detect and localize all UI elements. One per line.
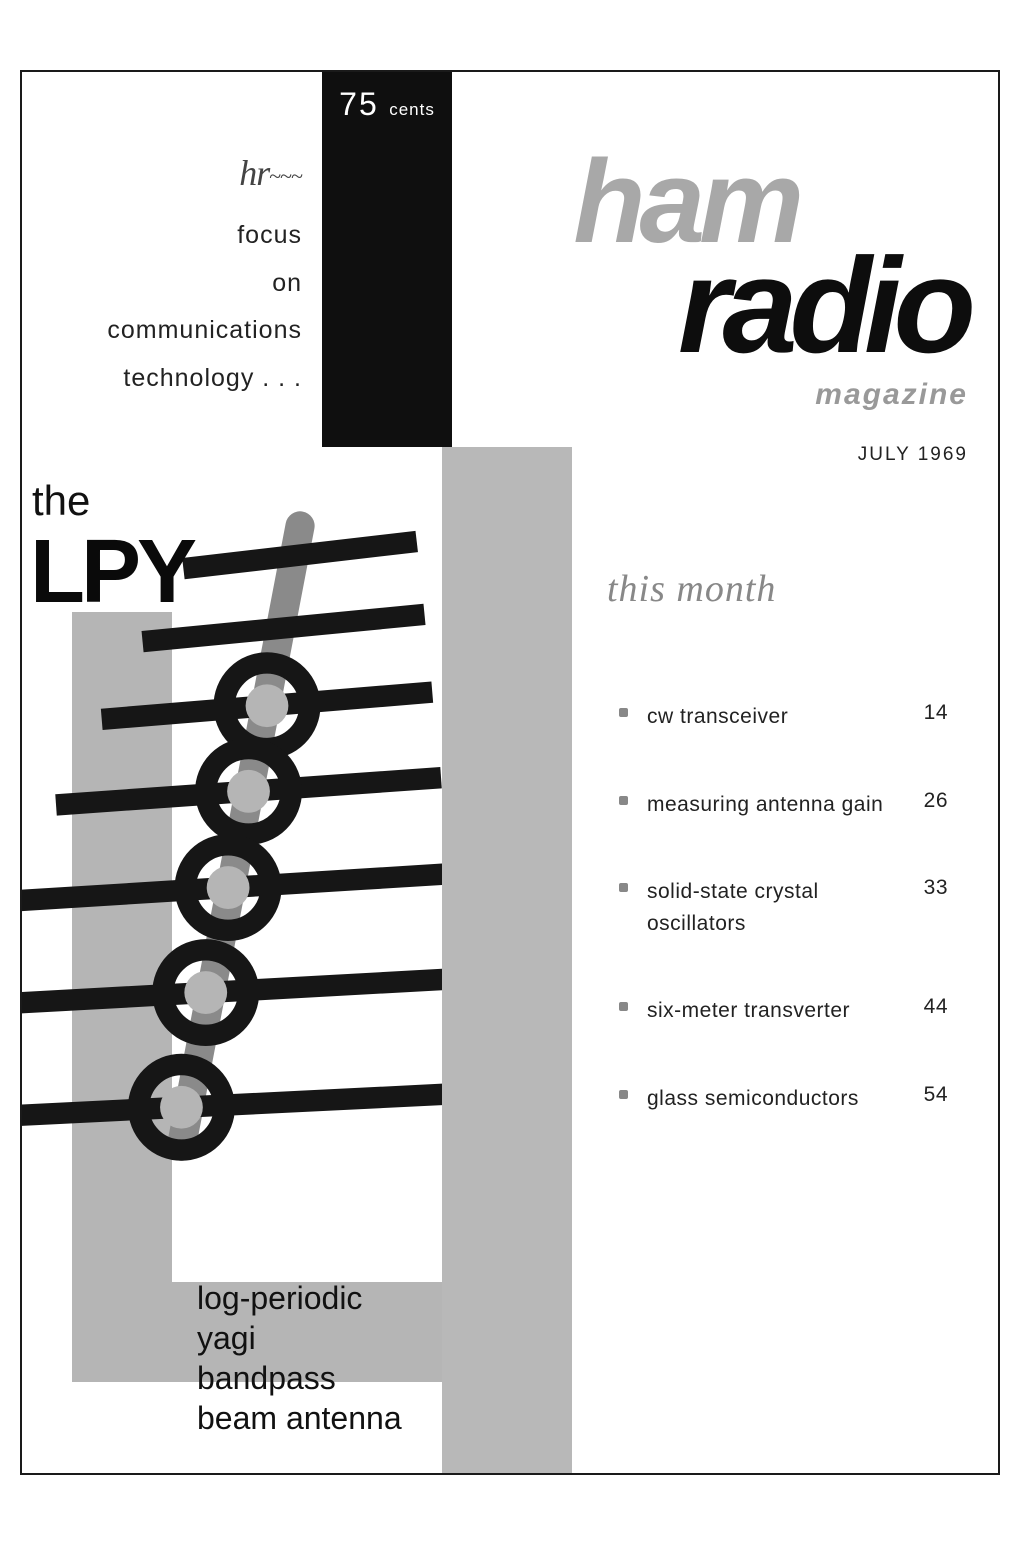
masthead-radio: radio [472,252,968,360]
toc-item: six-meter transverter44 [647,995,948,1027]
masthead-sub: magazine [472,378,968,412]
toc-item: measuring antenna gain26 [647,789,948,821]
toc-title: six-meter transverter [647,995,918,1027]
toc-page: 54 [918,1083,948,1107]
toc-item: glass semiconductors54 [647,1083,948,1115]
magazine-cover: hr~~~ focus on communications technology… [20,70,1000,1475]
hr-logo-text: hr [239,153,269,193]
tagline-line: focus [22,212,302,260]
price-unit: cents [389,100,435,119]
feature-pretitle: the [32,477,90,525]
contents-panel: this month cw transceiver14 measuring ant… [572,447,998,1473]
tagline-line: communications [22,307,302,355]
feature-panel: the LPY log-periodic yagi bandpass beam … [22,447,442,1473]
feature-sub-line: beam antenna [197,1398,402,1438]
tagline-line: on [22,260,302,308]
toc-title: solid-state crystal oscillators [647,876,918,939]
masthead: ham radio magazine JULY 1969 [452,72,998,447]
feature-title: LPY [30,521,193,624]
price-amount: 75 [339,86,379,122]
toc-title: glass semiconductors [647,1083,918,1115]
feature-sub-line: yagi [197,1318,402,1358]
feature-sub-line: bandpass [197,1358,402,1398]
toc-item: cw transceiver14 [647,701,948,733]
header-region: hr~~~ focus on communications technology… [22,72,998,447]
feature-subtitle: log-periodic yagi bandpass beam antenna [197,1278,402,1438]
hr-logo-wave: ~~~ [269,164,302,189]
price-bar: 75 cents [322,72,452,447]
toc-item: solid-state crystal oscillators33 [647,876,948,939]
feature-sub-line: log-periodic [197,1278,402,1318]
toc-page: 26 [918,789,948,813]
toc-title: measuring antenna gain [647,789,918,821]
toc-page: 44 [918,995,948,1019]
hr-logo: hr~~~ [22,152,302,194]
contents-heading: this month [607,567,948,611]
tagline-text: focus on communications technology . . . [22,212,302,402]
toc-page: 33 [918,876,948,900]
toc-title: cw transceiver [647,701,918,733]
divider-column [442,447,572,1473]
toc-page: 14 [918,701,948,725]
toc-list: cw transceiver14 measuring antenna gain26… [607,701,948,1114]
tagline-line: technology . . . [22,355,302,403]
tagline-box: hr~~~ focus on communications technology… [22,72,322,447]
